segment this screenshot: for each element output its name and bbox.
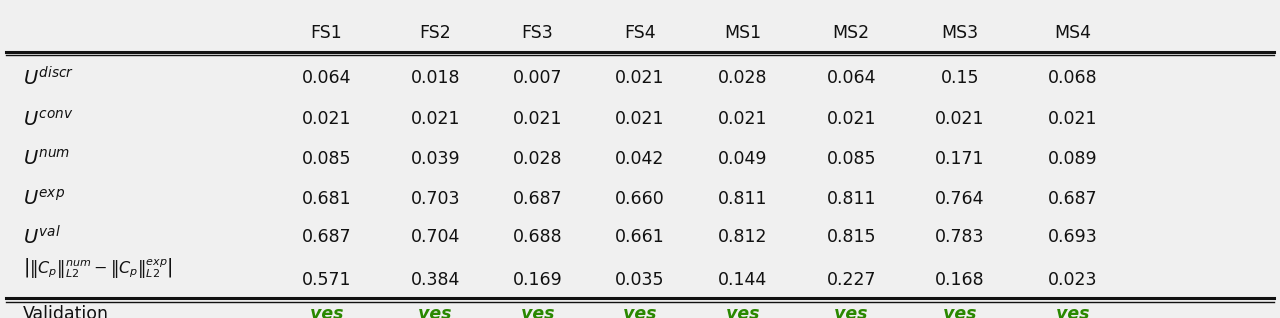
Text: $U^{num}$: $U^{num}$: [23, 149, 70, 169]
Text: yes: yes: [726, 305, 759, 318]
Text: 0.064: 0.064: [302, 69, 351, 87]
Text: 0.812: 0.812: [718, 228, 767, 246]
Text: 0.687: 0.687: [1048, 190, 1097, 208]
Text: 0.021: 0.021: [616, 110, 664, 128]
Text: yes: yes: [835, 305, 868, 318]
Text: yes: yes: [310, 305, 343, 318]
Text: 0.783: 0.783: [936, 228, 984, 246]
Text: 0.227: 0.227: [827, 272, 876, 289]
Text: 0.068: 0.068: [1048, 69, 1097, 87]
Text: 0.764: 0.764: [936, 190, 984, 208]
Text: FS2: FS2: [420, 24, 451, 42]
Text: 0.021: 0.021: [302, 110, 351, 128]
Text: 0.023: 0.023: [1048, 272, 1097, 289]
Text: 0.687: 0.687: [302, 228, 351, 246]
Text: 0.021: 0.021: [513, 110, 562, 128]
Text: 0.703: 0.703: [411, 190, 460, 208]
Text: Validation: Validation: [23, 305, 109, 318]
Text: 0.681: 0.681: [302, 190, 351, 208]
Text: 0.018: 0.018: [411, 69, 460, 87]
Text: 0.171: 0.171: [936, 150, 984, 168]
Text: $U^{conv}$: $U^{conv}$: [23, 109, 73, 129]
Text: 0.049: 0.049: [718, 150, 767, 168]
Text: yes: yes: [943, 305, 977, 318]
Text: 0.811: 0.811: [718, 190, 767, 208]
Text: yes: yes: [419, 305, 452, 318]
Text: 0.021: 0.021: [1048, 110, 1097, 128]
Text: yes: yes: [521, 305, 554, 318]
Text: 0.704: 0.704: [411, 228, 460, 246]
Text: 0.085: 0.085: [302, 150, 351, 168]
Text: 0.035: 0.035: [616, 272, 664, 289]
Text: $U^{exp}$: $U^{exp}$: [23, 189, 65, 209]
Text: yes: yes: [1056, 305, 1089, 318]
Text: 0.815: 0.815: [827, 228, 876, 246]
Text: 0.693: 0.693: [1048, 228, 1097, 246]
Text: 0.811: 0.811: [827, 190, 876, 208]
Text: FS4: FS4: [625, 24, 655, 42]
Text: MS4: MS4: [1055, 24, 1091, 42]
Text: 0.089: 0.089: [1048, 150, 1097, 168]
Text: 0.021: 0.021: [411, 110, 460, 128]
Text: 0.064: 0.064: [827, 69, 876, 87]
Text: 0.021: 0.021: [827, 110, 876, 128]
Text: 0.144: 0.144: [718, 272, 767, 289]
Text: MS1: MS1: [723, 24, 762, 42]
Text: 0.007: 0.007: [513, 69, 562, 87]
Text: 0.085: 0.085: [827, 150, 876, 168]
Text: 0.039: 0.039: [411, 150, 460, 168]
Text: 0.571: 0.571: [302, 272, 351, 289]
Text: 0.021: 0.021: [718, 110, 767, 128]
Text: 0.384: 0.384: [411, 272, 460, 289]
Text: 0.021: 0.021: [936, 110, 984, 128]
Text: MS2: MS2: [832, 24, 870, 42]
Text: MS3: MS3: [941, 24, 979, 42]
Text: 0.021: 0.021: [616, 69, 664, 87]
Text: 0.661: 0.661: [616, 228, 664, 246]
Text: FS1: FS1: [311, 24, 342, 42]
Text: 0.042: 0.042: [616, 150, 664, 168]
Text: 0.169: 0.169: [513, 272, 562, 289]
Text: $\left|\left\|C_p\right\|_{L2}^{num} - \left\|C_p\right\|_{L2}^{exp}\right|$: $\left|\left\|C_p\right\|_{L2}^{num} - \…: [23, 256, 173, 280]
Text: 0.15: 0.15: [941, 69, 979, 87]
Text: FS3: FS3: [522, 24, 553, 42]
Text: 0.168: 0.168: [936, 272, 984, 289]
Text: 0.688: 0.688: [513, 228, 562, 246]
Text: 0.028: 0.028: [513, 150, 562, 168]
Text: 0.028: 0.028: [718, 69, 767, 87]
Text: $U^{discr}$: $U^{discr}$: [23, 66, 74, 89]
Text: $U^{val}$: $U^{val}$: [23, 225, 60, 248]
Text: 0.687: 0.687: [513, 190, 562, 208]
Text: yes: yes: [623, 305, 657, 318]
Text: 0.660: 0.660: [616, 190, 664, 208]
